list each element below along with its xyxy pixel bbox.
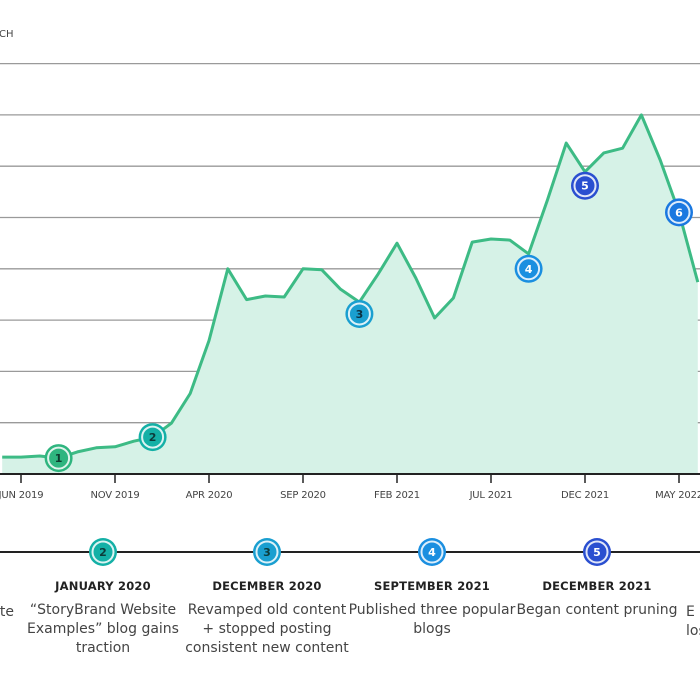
timeline-event: SEPTEMBER 2021 Published three popular bl… bbox=[347, 579, 517, 639]
event-description: “StoryBrand Website Examples” blog gains… bbox=[27, 602, 179, 656]
x-tick-label: APR 2020 bbox=[186, 490, 233, 501]
timeline-event: te bbox=[0, 603, 14, 622]
event-description: Began content pruning bbox=[516, 602, 678, 618]
marker-number: 5 bbox=[593, 546, 601, 559]
chart-markers: 1 2 3 4 5 6 bbox=[44, 171, 693, 473]
marker-4: 4 bbox=[418, 538, 446, 566]
event-description: te bbox=[0, 604, 14, 620]
area-fill bbox=[2, 114, 698, 475]
event-description: Published three popular blogs bbox=[348, 602, 516, 637]
marker-number: 5 bbox=[581, 180, 589, 193]
series-line bbox=[2, 113, 700, 460]
marker-number: 6 bbox=[675, 206, 683, 219]
marker-number: 2 bbox=[149, 431, 157, 444]
x-tick-label: SEP 2020 bbox=[280, 490, 326, 501]
marker-number: 3 bbox=[356, 308, 364, 321]
event-date: DECEMBER 2020 bbox=[212, 579, 322, 593]
x-tick-label: NOV 2019 bbox=[90, 490, 139, 501]
marker-4: 4 bbox=[514, 254, 543, 283]
marker-5: 5 bbox=[583, 538, 611, 566]
event-date: DECEMBER 2021 bbox=[542, 579, 652, 593]
marker-2: 2 bbox=[138, 423, 167, 452]
marker-2: 2 bbox=[89, 538, 117, 566]
marker-3: 3 bbox=[253, 538, 281, 566]
event-date: JANUARY 2020 bbox=[55, 579, 151, 593]
marker-number: 2 bbox=[99, 546, 107, 559]
marker-1: 1 bbox=[44, 444, 73, 473]
x-tick-label: JUN 2019 bbox=[0, 490, 43, 501]
x-tick-label: JUL 2021 bbox=[469, 490, 513, 501]
event-description: E los bbox=[686, 604, 700, 639]
marker-3: 3 bbox=[345, 299, 374, 328]
axis-title-partial: CH bbox=[0, 29, 14, 40]
x-ticks: JUN 2019 NOV 2019 APR 2020 SEP 2020 FEB 2021… bbox=[0, 474, 700, 501]
event-description: Revamped old content + stopped posting c… bbox=[185, 602, 349, 656]
marker-number: 3 bbox=[263, 546, 271, 559]
x-tick-label: DEC 2021 bbox=[561, 490, 609, 501]
event-date: SEPTEMBER 2021 bbox=[374, 579, 490, 593]
marker-6: 6 bbox=[665, 198, 693, 227]
marker-number: 1 bbox=[55, 452, 63, 465]
x-tick-label: FEB 2021 bbox=[374, 490, 420, 501]
marker-number: 4 bbox=[428, 546, 436, 559]
timeline-event: JANUARY 2020 “StoryBrand Website Examples… bbox=[18, 579, 188, 658]
marker-5: 5 bbox=[571, 171, 599, 200]
timeline-event: E los bbox=[686, 603, 700, 641]
timeline-event: DECEMBER 2020 Revamped old content + stop… bbox=[182, 579, 352, 658]
timeline-event: DECEMBER 2021 Began content pruning bbox=[512, 579, 682, 620]
x-tick-label: MAY 2022 bbox=[655, 490, 700, 501]
marker-number: 4 bbox=[525, 263, 533, 276]
